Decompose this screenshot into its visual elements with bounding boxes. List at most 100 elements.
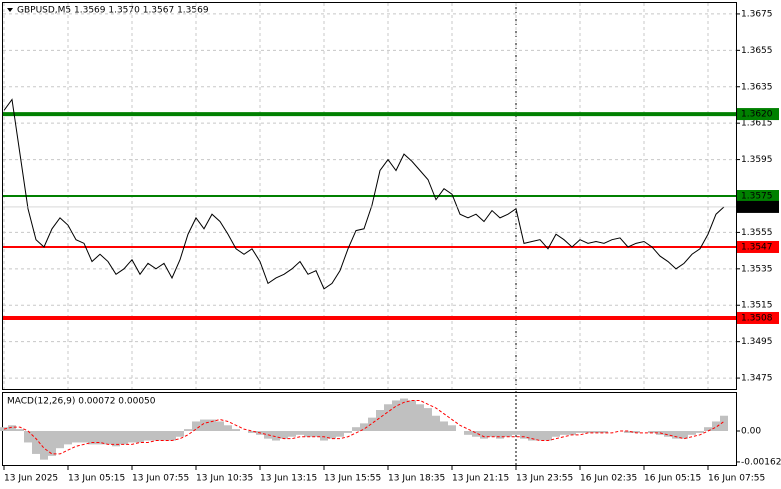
y-tick-label: 1.3655	[741, 46, 773, 56]
x-tick-label: 13 Jun 05:15	[68, 474, 125, 484]
macd-bar	[40, 431, 48, 460]
macd-bar	[216, 421, 224, 432]
last-price-label: 1.3569	[741, 202, 773, 212]
y-tick-label: 0.00	[741, 427, 761, 437]
macd-bar	[712, 421, 720, 432]
y-tick-label: 1.3635	[741, 82, 773, 92]
macd-bar	[360, 423, 368, 432]
x-tick-label: 16 Jun 02:35	[580, 474, 637, 484]
x-tick-label: 13 Jun 07:55	[132, 474, 189, 484]
x-tick-label: 13 Jun 2025	[4, 474, 58, 484]
macd-bar	[296, 431, 304, 435]
macd-bar	[24, 431, 32, 443]
signal-line	[3, 399, 725, 455]
macd-bar	[16, 429, 24, 432]
macd-bar	[288, 431, 296, 437]
macd-bar	[64, 431, 72, 445]
macd-bar	[176, 431, 184, 437]
x-tick-label: 13 Jun 13:15	[260, 474, 317, 484]
macd-bar	[448, 425, 456, 432]
macd-bar	[320, 431, 328, 441]
macd-bar	[632, 431, 640, 433]
last-price-box	[737, 200, 779, 213]
macd-bar	[576, 431, 584, 433]
macd-bar	[168, 431, 176, 441]
chart-title: GBPUSD,M5 1.3569 1.3570 1.3567 1.3569	[17, 6, 209, 16]
macd-bar	[0, 427, 8, 432]
macd-bar	[512, 431, 520, 435]
y-tick-label: 1.3515	[741, 301, 773, 311]
level-label: 1.3575	[741, 192, 773, 202]
macd-bar	[592, 431, 600, 433]
macd-bar	[144, 431, 152, 441]
macd-bar	[400, 398, 408, 432]
level-label-box	[737, 190, 779, 202]
macd-bar	[720, 415, 728, 432]
macd-bar	[688, 431, 696, 435]
macd-bar	[120, 431, 128, 445]
macd-bar	[80, 431, 88, 443]
macd-bar	[96, 431, 104, 445]
macd-bar	[32, 431, 40, 454]
y-tick-label: 1.3615	[741, 119, 773, 129]
macd-bar	[160, 431, 168, 441]
macd-bar	[480, 431, 488, 439]
x-tick-label: 13 Jun 18:35	[388, 474, 445, 484]
y-tick-label: -0.00162	[741, 457, 781, 467]
price-line	[3, 98, 725, 290]
macd-bar	[648, 431, 656, 433]
macd-bar	[368, 417, 376, 432]
level-label-box	[737, 108, 779, 121]
macd-bar	[704, 427, 712, 432]
x-tick-label: 13 Jun 10:35	[196, 474, 253, 484]
y-tick-label: 1.3555	[741, 228, 773, 238]
level-label: 1.3620	[741, 110, 773, 120]
macd-bar	[496, 431, 504, 439]
macd-bar	[488, 431, 496, 437]
macd-bar	[192, 421, 200, 432]
macd-bar	[8, 425, 16, 432]
macd-bar	[392, 400, 400, 432]
level-label-box	[737, 311, 779, 324]
x-tick-label: 16 Jun 05:15	[644, 474, 701, 484]
macd-bar	[112, 431, 120, 447]
macd-bar	[424, 408, 432, 432]
macd-bar	[128, 431, 136, 443]
macd-bar	[600, 431, 608, 433]
symbol-arrow	[7, 8, 13, 12]
y-tick-label: 1.3495	[741, 337, 773, 347]
macd-bar	[464, 431, 472, 435]
x-tick-label: 13 Jun 21:15	[452, 474, 509, 484]
macd-bar	[200, 419, 208, 432]
macd-bar	[328, 431, 336, 439]
macd-bar	[544, 431, 552, 441]
macd-bar	[224, 425, 232, 432]
level-label: 1.3547	[741, 242, 773, 252]
macd-bar	[472, 431, 480, 437]
y-tick-label: 1.3675	[741, 9, 773, 19]
macd-bar	[408, 400, 416, 432]
macd-bar	[208, 419, 216, 432]
macd-bar	[384, 404, 392, 432]
macd-bar	[56, 431, 64, 449]
y-tick-label: 1.3595	[741, 155, 773, 165]
macd-bar	[232, 429, 240, 432]
macd-bar	[440, 421, 448, 432]
macd-bar	[624, 431, 632, 433]
macd-bar	[536, 431, 544, 441]
x-tick-label: 13 Jun 15:55	[324, 474, 381, 484]
macd-bar	[304, 431, 312, 437]
level-label-box	[737, 240, 779, 253]
macd-bar	[248, 431, 256, 433]
macd-bar	[520, 431, 528, 439]
macd-bar	[104, 431, 112, 445]
macd-bar	[344, 431, 352, 433]
macd-bar	[680, 431, 688, 439]
y-tick-label: 1.3535	[741, 264, 773, 274]
macd-bar	[528, 431, 536, 441]
macd-bar	[336, 431, 344, 437]
macd-bar	[568, 431, 576, 435]
macd-bar	[48, 431, 56, 456]
macd-bar	[696, 431, 704, 433]
